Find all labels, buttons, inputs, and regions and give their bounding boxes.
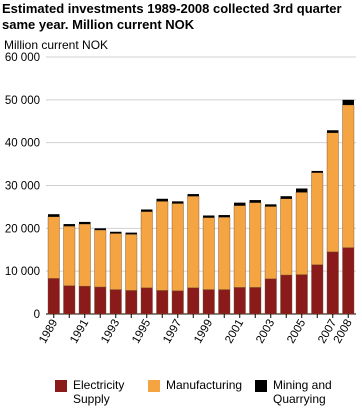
bar-segment bbox=[326, 251, 339, 315]
bar-segment bbox=[109, 233, 122, 290]
bar-segment bbox=[295, 274, 308, 315]
bar-segment bbox=[218, 289, 231, 315]
bar-segment bbox=[109, 289, 122, 315]
bar-segment bbox=[295, 192, 308, 275]
y-tick-label: 60 000 bbox=[5, 52, 40, 64]
bar-segment bbox=[63, 225, 76, 286]
bar-segment bbox=[110, 231, 122, 234]
x-tick-label: 1991 bbox=[68, 318, 91, 346]
bar-segment bbox=[79, 221, 91, 225]
bar-segment bbox=[311, 170, 323, 173]
bar-segment bbox=[233, 205, 246, 288]
bar-segment bbox=[234, 202, 246, 206]
bar-segment bbox=[187, 287, 200, 315]
bar-segment bbox=[296, 188, 308, 193]
legend: Electricity Supply Manufacturing Mining an… bbox=[0, 378, 362, 416]
bar-segment bbox=[156, 290, 169, 315]
bar-segment bbox=[327, 130, 339, 133]
bar-segment bbox=[156, 198, 168, 202]
bar-segment bbox=[202, 217, 215, 290]
x-tick-label: 2001 bbox=[223, 318, 246, 346]
bar-segment bbox=[280, 196, 292, 199]
bar-segment bbox=[218, 215, 230, 218]
bar-segment bbox=[94, 228, 106, 231]
bar-segment bbox=[311, 264, 324, 315]
bar-segment bbox=[141, 209, 153, 212]
x-tick-label: 1995 bbox=[130, 318, 153, 346]
legend-swatch bbox=[255, 380, 267, 392]
legend-label: Electricity Supply bbox=[73, 378, 125, 406]
y-axis-label: Million current NOK bbox=[4, 38, 109, 52]
bar-segment bbox=[218, 216, 231, 290]
bar-segment bbox=[342, 104, 355, 248]
bar-segment bbox=[63, 285, 76, 315]
bar-segment bbox=[311, 172, 324, 265]
y-tick-label: 40 000 bbox=[5, 138, 40, 150]
bar-segment bbox=[264, 278, 277, 315]
legend-label: Mining and Quarrying bbox=[273, 378, 332, 406]
x-tick-label: 1993 bbox=[99, 318, 122, 346]
legend-swatch bbox=[55, 380, 67, 392]
x-tick-label: 1989 bbox=[37, 318, 60, 346]
bar-segment bbox=[140, 287, 153, 315]
x-tick-label: 1997 bbox=[161, 318, 184, 346]
chart-title: Estimated investments 1989-2008 collecte… bbox=[2, 1, 342, 32]
legend-item: Mining and Quarrying bbox=[255, 378, 353, 406]
bar-segment bbox=[280, 198, 293, 276]
bar-segment bbox=[203, 215, 215, 218]
bar-segment bbox=[125, 234, 138, 291]
legend-item: Electricity Supply bbox=[55, 378, 153, 406]
bar-segment bbox=[125, 290, 138, 315]
bar-segment bbox=[94, 286, 107, 315]
bar-segment bbox=[187, 194, 199, 197]
bar-segment bbox=[249, 202, 262, 288]
y-tick-label: 30 000 bbox=[5, 181, 40, 193]
legend-item: Manufacturing bbox=[148, 378, 266, 392]
bar-segment bbox=[171, 203, 184, 292]
bar-segment bbox=[264, 206, 277, 280]
bar-segment bbox=[233, 287, 246, 315]
bar-segment bbox=[249, 200, 261, 203]
bar-segment bbox=[78, 285, 91, 315]
bar-segment bbox=[63, 224, 75, 227]
bar-segment bbox=[125, 232, 137, 235]
bar-segment bbox=[156, 201, 169, 291]
bar-segment bbox=[78, 223, 91, 287]
bar-segment bbox=[94, 229, 107, 288]
bar-segment bbox=[171, 290, 184, 315]
bar-segment bbox=[47, 278, 60, 315]
y-tick-label: 10 000 bbox=[5, 266, 40, 278]
y-tick-label: 50 000 bbox=[5, 95, 40, 107]
bar-segment bbox=[265, 204, 277, 207]
y-tick-label: 20 000 bbox=[5, 223, 40, 235]
x-tick-label: 1999 bbox=[192, 318, 215, 346]
bar-segment bbox=[187, 196, 200, 289]
bar-segment bbox=[326, 132, 339, 253]
bar-segment bbox=[280, 274, 293, 315]
bar-segment bbox=[140, 211, 153, 289]
bar-segment bbox=[48, 214, 60, 217]
bar-segment bbox=[47, 216, 60, 279]
x-tick-label: 2003 bbox=[254, 318, 277, 346]
legend-label: Manufacturing bbox=[166, 378, 243, 392]
legend-swatch bbox=[148, 380, 160, 392]
bar-segment bbox=[202, 289, 215, 315]
x-tick-label: 2005 bbox=[285, 318, 308, 346]
y-tick-label: 0 bbox=[34, 309, 40, 321]
bar-segment bbox=[249, 287, 262, 315]
chart: 0 10 000 20 000 30 000 40 000 50 000 60 000 198… bbox=[5, 52, 356, 346]
bar-segment bbox=[342, 99, 354, 105]
bar-segment bbox=[342, 247, 355, 315]
bar-segment bbox=[172, 201, 184, 204]
